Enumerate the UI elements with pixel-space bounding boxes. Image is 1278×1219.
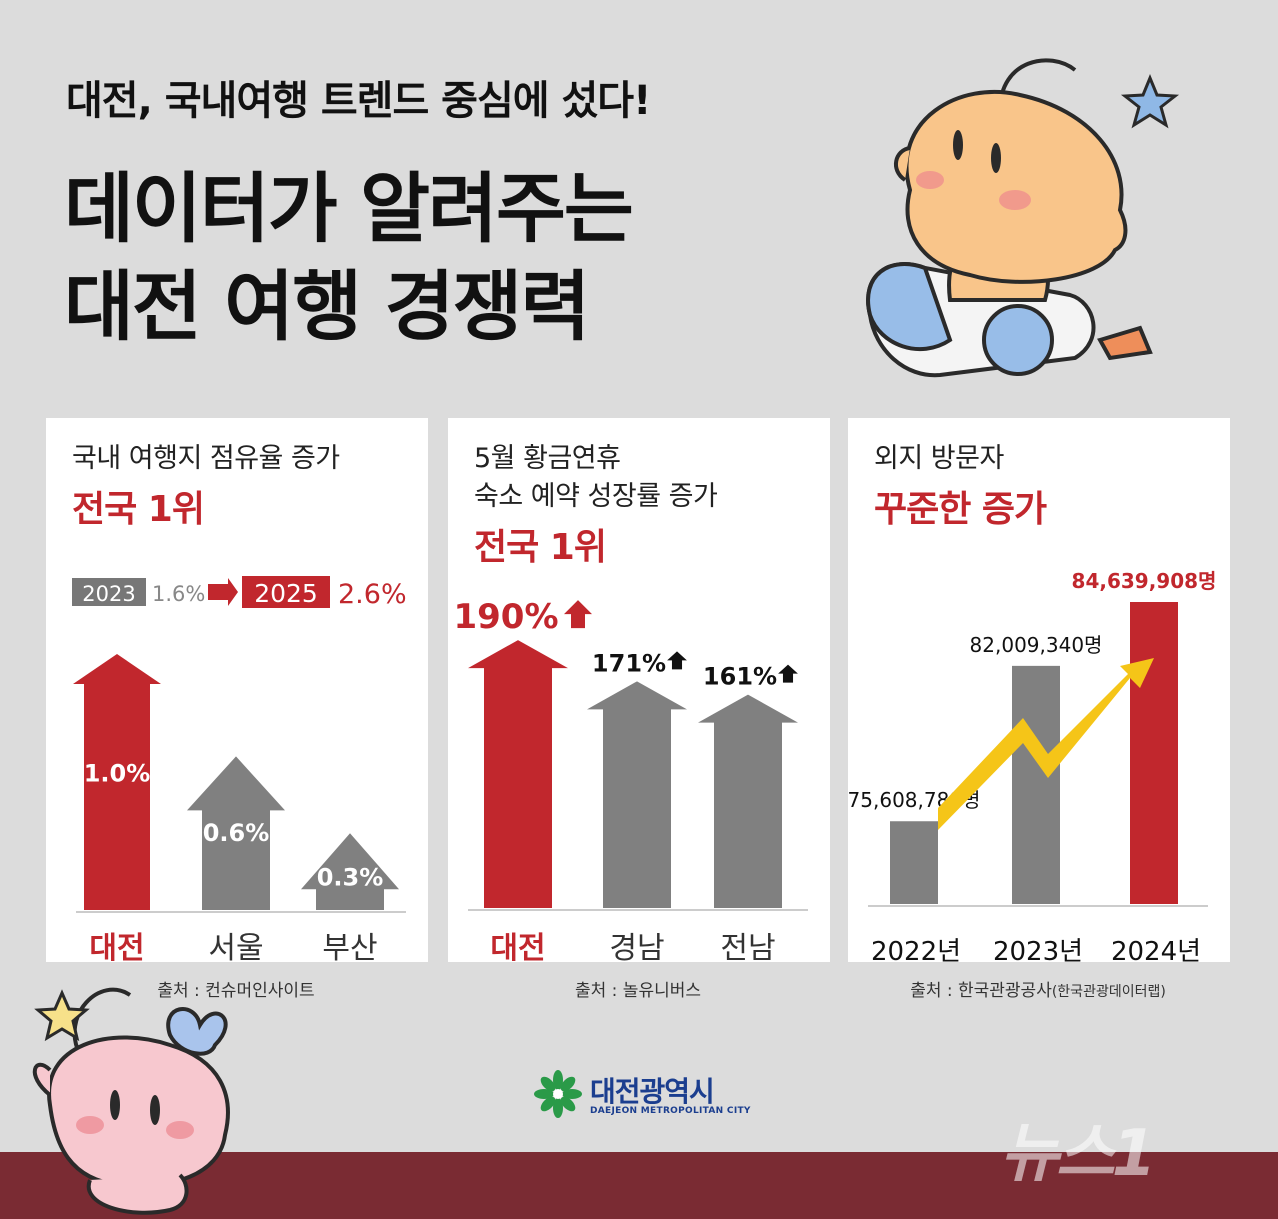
bar-대전 [468,640,568,908]
page-title: 데이터가 알려주는 대전 여행 경쟁력 [64,160,634,356]
logo-subtitle: DAEJEON METROPOLITAN CITY [590,1106,751,1116]
panel-visitors: 외지 방문자 꾸준한 증가 75,608,788명 2022년 82,009,340… [848,418,1230,962]
category-label: 2024년 [1111,937,1201,962]
bar-value-label: 0.6% [203,819,270,847]
panel-title: 외지 방문자 [874,443,1004,474]
category-label: 대전 [89,931,144,962]
city-emblem-icon [534,1070,582,1118]
compare-from-value: 1.6% [152,582,205,606]
arrow-up-icon [778,664,798,683]
source-note: 출처 : 컨슈머인사이트 [157,981,315,1001]
bar-value-label: 82,009,340명 [970,633,1103,657]
mascot-pink-illustration [32,987,230,1215]
bar-서울 [187,756,285,910]
chart-3-bars: 75,608,788명2022년82,009,340명2023년84,639,9… [848,569,1217,962]
compare-from-year-badge [72,578,146,606]
panel-share: 국내 여행지 점유율 증가 전국 1위 2023 1.6% 2025 2.6% … [46,418,428,962]
source-note: 출처 : 놀유니버스 [574,981,701,1001]
watermark: 뉴스1 [1000,1117,1156,1191]
bar-전남 [698,694,798,908]
compare-to-value: 2.6% [338,579,407,610]
page-title-line-2: 대전 여행 경쟁력 [64,262,590,351]
mascot-rocket-illustration [866,58,1180,378]
source-main: 출처 : 한국관광공사 [910,981,1052,1001]
source-sub: (한국관광데이터랩) [1051,984,1166,1000]
bar-경남 [587,681,687,908]
bar-value-label: 0.3% [317,863,384,891]
trend-arrow-icon [938,658,1154,830]
bow-icon [166,1007,228,1056]
chart-1-compare: 2023 1.6% 2025 2.6% [72,576,407,610]
city-logo: 대전광역시 DAEJEON METROPOLITAN CITY [534,1070,774,1120]
category-label: 대전 [490,931,545,962]
bar-대전 [73,654,161,910]
bar-부산 [301,833,399,910]
panel-highlight: 전국 1위 [474,527,607,568]
compare-to-year: 2025 [254,579,318,608]
logo-name: 대전광역시 [590,1075,715,1108]
star-icon [1120,74,1180,129]
panel-title-line-2: 숙소 예약 성장률 증가 [474,481,718,512]
source-note: 출처 : 한국관광공사(한국관광데이터랩) [848,976,1228,1001]
star-icon [34,989,90,1042]
panel-title-line-1: 5월 황금연휴 [474,443,621,474]
panel-highlight: 꾸준한 증가 [874,489,1047,530]
bar-value-label: 84,639,908명 [1072,569,1217,593]
bar-2023년 [1012,665,1060,904]
antenna [72,987,132,1056]
arrow-right-icon [208,578,238,606]
arrow-up-icon [564,600,592,629]
category-label: 경남 [609,931,664,962]
panel-booking-growth: 5월 황금연휴 숙소 예약 성장률 증가 전국 1위 190% 대전 171% 경남 1… [448,418,830,962]
arrow-up-icon [667,651,687,670]
panel-highlight: 전국 1위 [72,489,205,530]
bar-value-label: 171% [592,649,666,677]
bar-value-label: 190% [453,597,558,637]
panel-title: 국내 여행지 점유율 증가 [72,443,340,474]
chart-1-bars: 1.0% 대전 0.6% 서울 0.3% 부산 [73,654,406,962]
bar-2024년 [1130,602,1178,904]
category-label: 부산 [322,931,377,962]
bar-value-label: 161% [703,663,777,691]
compare-from-year: 2023 [82,582,135,606]
bar-2022년 [890,821,938,904]
category-label: 전남 [720,931,775,962]
category-label: 2022년 [871,937,961,962]
chart-2-bars: 190% 대전 171% 경남 161% 전남 [453,597,808,962]
page-subtitle: 대전, 국내여행 트렌드 중심에 섰다! [66,78,651,124]
category-label: 2023년 [993,937,1083,962]
compare-to-year-badge [242,576,330,608]
category-label: 서울 [208,931,263,962]
page-title-line-1: 데이터가 알려주는 [64,164,634,253]
bar-value-label: 1.0% [84,760,151,788]
